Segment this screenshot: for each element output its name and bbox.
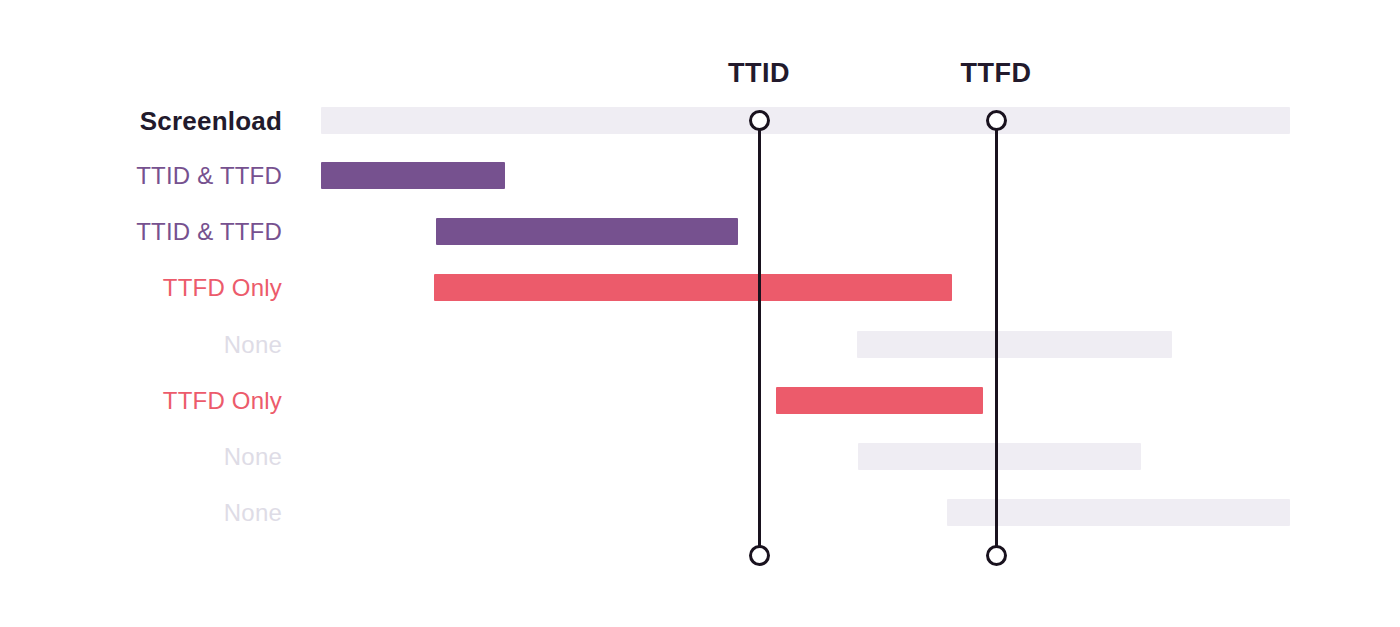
row-label-2: TTID & TTFD (0, 217, 282, 247)
row-bar-6 (858, 443, 1141, 470)
row-bar-4 (857, 331, 1172, 358)
marker-circle-top-ttfd (986, 110, 1007, 131)
row-label-7: None (0, 498, 282, 528)
gantt-chart: Screenload TTID & TTFD TTID & TTFD TTFD Onl… (0, 0, 1400, 627)
marker-line-ttfd (995, 120, 998, 555)
row-label-4: None (0, 330, 282, 360)
marker-circle-bottom-ttfd (986, 545, 1007, 566)
row-bar-3 (434, 274, 952, 301)
row-bar-0 (321, 107, 1290, 134)
marker-title-ttfd: TTFD (961, 58, 1032, 89)
row-label-0: Screenload (0, 106, 282, 136)
row-bar-5 (776, 387, 983, 414)
row-bar-7 (947, 499, 1290, 526)
marker-line-ttid (758, 120, 761, 555)
row-label-5: TTFD Only (0, 386, 282, 416)
row-bar-2 (436, 218, 738, 245)
row-label-6: None (0, 442, 282, 472)
row-label-1: TTID & TTFD (0, 161, 282, 191)
marker-title-ttid: TTID (728, 58, 790, 89)
row-label-3: TTFD Only (0, 273, 282, 303)
row-bar-1 (321, 162, 505, 189)
marker-circle-top-ttid (749, 110, 770, 131)
marker-circle-bottom-ttid (749, 545, 770, 566)
